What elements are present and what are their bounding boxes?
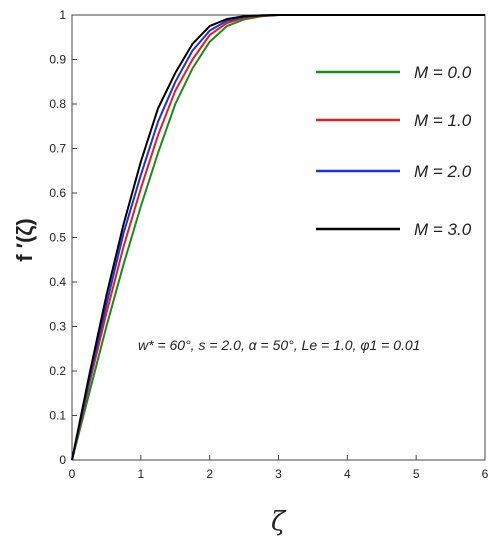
x-tick-label: 0	[69, 467, 76, 481]
y-tick-label: 0.1	[49, 409, 66, 423]
x-tick-label: 2	[206, 467, 213, 481]
legend-label: M = 0.0	[414, 63, 472, 82]
y-tick-label: 0.3	[49, 320, 66, 334]
y-tick-label: 1	[59, 8, 66, 22]
y-tick-label: 0	[59, 453, 66, 467]
legend-label: M = 1.0	[414, 111, 472, 130]
y-tick-label: 0.9	[49, 53, 66, 67]
x-tick-label: 4	[344, 467, 351, 481]
y-tick-label: 0.4	[49, 275, 66, 289]
y-tick-label: 0.8	[49, 97, 66, 111]
series-line-m-3	[71, 14, 485, 461]
y-tick-label: 0.6	[49, 186, 66, 200]
plot-frame	[71, 14, 486, 461]
x-tick-label: 3	[275, 467, 282, 481]
parameter-annotation: w* = 60°, s = 2.0, α = 50°, Le = 1.0, φ1…	[138, 337, 420, 353]
y-tick-label: 0.2	[49, 364, 66, 378]
series-lines	[71, 14, 485, 461]
x-axis-label: ζ	[271, 507, 287, 537]
y-tick-label: 0.7	[49, 142, 66, 156]
y-tick-label: 0.5	[49, 231, 66, 245]
legend: M = 0.0 M = 1.0 M = 2.0 M = 3.0	[316, 63, 472, 239]
y-axis-label: f ′(ζ)	[12, 218, 37, 262]
x-tick-label: 6	[482, 467, 489, 481]
x-tick-label: 5	[413, 467, 420, 481]
x-tick-label: 1	[137, 467, 144, 481]
legend-label: M = 2.0	[414, 162, 472, 181]
legend-label: M = 3.0	[414, 220, 472, 239]
axis-ticks: 0 0.1 0.2 0.3 0.4 0.5 0.6 0.7 0.8 0.9 1 0 1 2 3 4 5 6	[49, 8, 488, 481]
